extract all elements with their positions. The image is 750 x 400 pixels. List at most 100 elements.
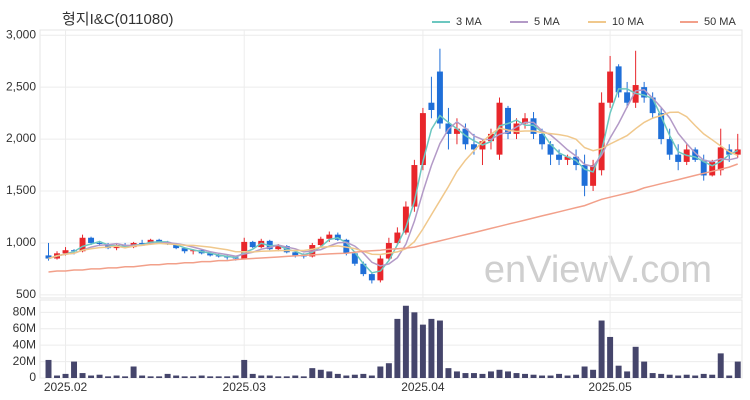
volume-bar — [79, 373, 86, 378]
candle-body — [615, 66, 622, 93]
candle-body — [692, 149, 699, 160]
volume-bar — [266, 375, 273, 378]
volume-bar — [658, 373, 665, 378]
volume-bar — [122, 376, 129, 378]
volume-bar — [436, 320, 443, 378]
volume-bar — [462, 373, 469, 378]
candle-body — [649, 97, 656, 114]
candle-body — [547, 144, 554, 155]
candle-body — [607, 71, 614, 103]
volume-bar — [326, 371, 333, 378]
candle-body — [462, 128, 469, 145]
candle-body — [88, 237, 95, 243]
candle-body — [581, 165, 588, 186]
candle-body — [709, 161, 716, 176]
volume-bar — [190, 376, 197, 378]
volume-bar — [581, 366, 588, 378]
candle-body — [96, 242, 103, 244]
x-tick-label: 2025.05 — [588, 380, 632, 394]
candle-body — [402, 206, 409, 233]
volume-bar — [556, 373, 563, 378]
candle-body — [564, 156, 571, 160]
volume-bar — [198, 375, 205, 378]
volume-bar — [71, 361, 78, 378]
y-tick-label: 2,500 — [6, 79, 36, 93]
volume-bar — [649, 373, 656, 378]
volume-bar — [164, 373, 171, 378]
volume-bar — [45, 359, 52, 378]
x-tick-label: 2025.04 — [401, 380, 445, 394]
volume-bar — [547, 375, 554, 378]
candle-body — [351, 253, 358, 264]
volume-bar — [173, 375, 180, 378]
volume-bar — [590, 369, 597, 378]
candle-body — [470, 144, 477, 150]
y2-tick-label: 60M — [13, 321, 36, 335]
candle-body — [181, 248, 188, 252]
candle-body — [641, 87, 648, 98]
volume-bar — [683, 374, 690, 378]
volume-bar — [147, 376, 154, 378]
candle-body — [317, 238, 324, 246]
volume-bar — [394, 318, 401, 378]
volume-bar — [368, 375, 375, 378]
candle-body — [419, 113, 426, 166]
candle-body — [488, 133, 494, 142]
candle-body — [394, 232, 401, 243]
volume-bar — [692, 375, 699, 378]
candle-body — [556, 154, 563, 160]
volume-bar — [470, 373, 477, 378]
volume-bar — [224, 376, 231, 378]
volume-bar — [334, 373, 341, 378]
volume-bar — [241, 359, 248, 378]
volume-bar — [351, 374, 358, 378]
candle-body — [249, 241, 256, 248]
volume-bar — [156, 376, 163, 378]
candle-body — [139, 242, 146, 244]
volume-bar — [624, 371, 631, 378]
volume-bar — [453, 371, 460, 378]
candle-body — [590, 165, 597, 186]
volume-bar — [292, 375, 299, 378]
volume-bar — [385, 363, 392, 378]
volume-bar — [513, 373, 520, 378]
candle-body — [215, 255, 222, 257]
volume-bar — [207, 376, 214, 378]
volume-bar — [496, 369, 503, 378]
ma-line — [48, 163, 738, 273]
candle-body — [675, 154, 682, 162]
candle-body — [658, 113, 665, 140]
ma-line — [48, 89, 738, 267]
candle-body — [539, 133, 546, 145]
candle-body — [292, 252, 299, 256]
volume-bar — [411, 312, 418, 378]
volume-bar — [530, 374, 537, 378]
volume-bar — [419, 324, 426, 378]
volume-bar — [402, 305, 409, 378]
candle-body — [522, 118, 528, 124]
candle-body — [62, 250, 69, 254]
candle-body — [190, 250, 197, 252]
ma-line — [48, 111, 738, 260]
candle-body — [45, 255, 52, 259]
y2-tick-label: 80M — [13, 304, 36, 318]
candle-body — [360, 263, 367, 275]
legend-label: 10 MA — [612, 16, 644, 28]
volume-bar — [700, 373, 707, 378]
candle-body — [385, 242, 392, 259]
volume-bar — [360, 373, 367, 378]
volume-bar — [96, 374, 103, 378]
volume-bar — [607, 336, 614, 378]
candle-body — [624, 92, 631, 103]
volume-bar — [564, 375, 571, 378]
volume-bar — [641, 361, 648, 378]
volume-bar — [130, 366, 137, 378]
watermark: enViewV.com — [484, 249, 712, 291]
candle-body — [105, 243, 112, 249]
volume-bar — [726, 375, 733, 378]
candle-body — [666, 139, 673, 155]
volume-bar — [598, 320, 605, 378]
candle-body — [436, 71, 443, 124]
volume-bar — [215, 376, 222, 378]
volume-bar — [709, 374, 716, 378]
